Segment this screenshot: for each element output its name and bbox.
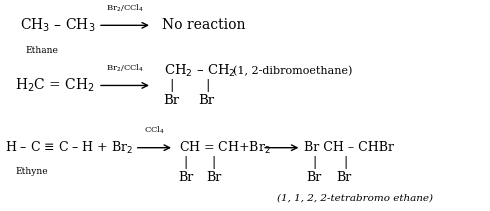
Text: CH = CH+Br$_2$: CH = CH+Br$_2$: [179, 140, 270, 156]
Text: (1, 1, 2, 2-tetrabromo ethane): (1, 1, 2, 2-tetrabromo ethane): [277, 194, 433, 203]
Text: Br: Br: [178, 171, 194, 184]
Text: |: |: [169, 79, 173, 92]
Text: H$_2$C = CH$_2$: H$_2$C = CH$_2$: [15, 77, 95, 94]
Text: Br$_2$/CCl$_4$: Br$_2$/CCl$_4$: [106, 62, 144, 74]
Text: Br: Br: [337, 171, 352, 184]
Text: |: |: [313, 156, 317, 169]
Text: |: |: [212, 156, 216, 169]
Text: Br: Br: [164, 94, 180, 107]
Text: Ethane: Ethane: [25, 46, 58, 55]
Text: Br: Br: [198, 94, 215, 107]
Text: Br CH – CHBr: Br CH – CHBr: [304, 141, 394, 154]
Text: CH$_3$ – CH$_3$: CH$_3$ – CH$_3$: [20, 17, 95, 34]
Text: CH$_2$ – CH$_2$: CH$_2$ – CH$_2$: [164, 63, 236, 79]
Text: CCl$_4$: CCl$_4$: [144, 124, 165, 136]
Text: Ethyne: Ethyne: [16, 168, 48, 176]
Text: Br: Br: [206, 171, 221, 184]
Text: |: |: [184, 156, 188, 169]
Text: |: |: [343, 156, 347, 169]
Text: Br: Br: [306, 171, 321, 184]
Text: No reaction: No reaction: [162, 18, 245, 32]
Text: |: |: [205, 79, 209, 92]
Text: H – C ≡ C – H + Br$_2$: H – C ≡ C – H + Br$_2$: [5, 140, 133, 156]
Text: Br$_2$/CCl$_4$: Br$_2$/CCl$_4$: [106, 2, 144, 14]
Text: (1, 2-dibromoethane): (1, 2-dibromoethane): [233, 65, 352, 76]
